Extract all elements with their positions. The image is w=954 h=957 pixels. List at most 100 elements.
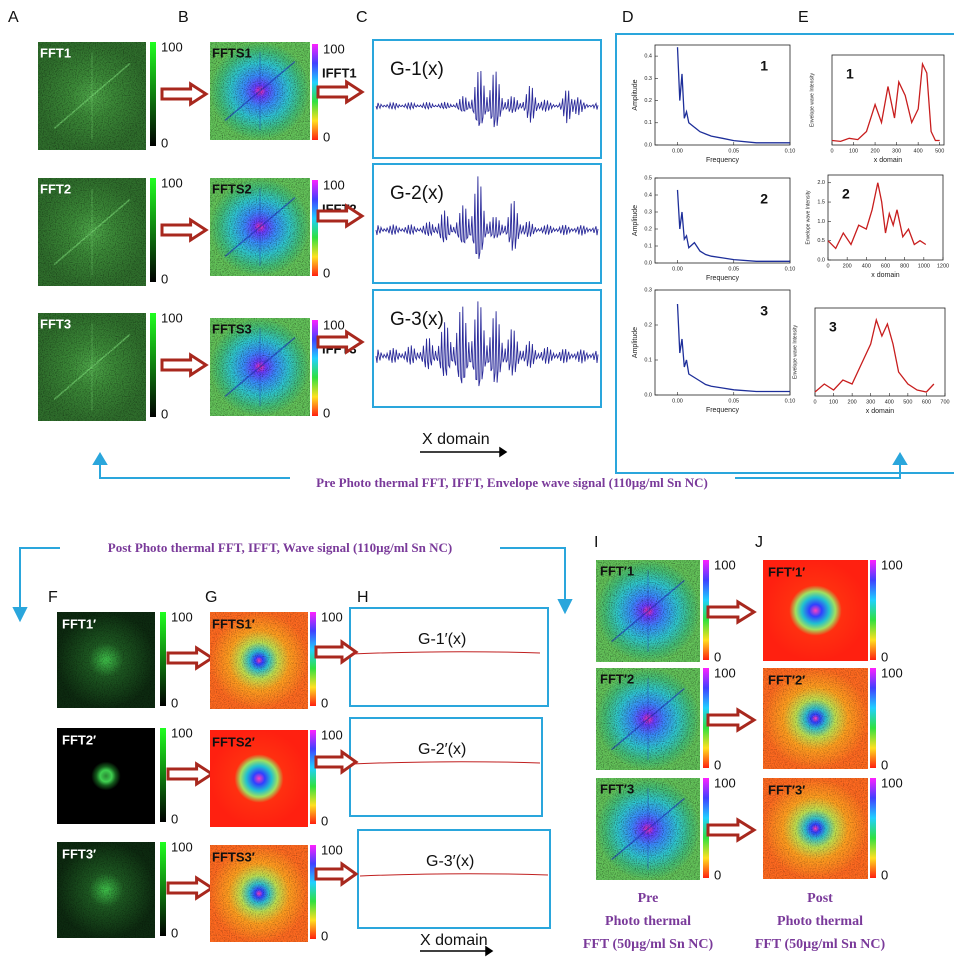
y-tick-label: 0.5 [817,238,825,244]
x-tick-label: 300 [892,148,901,154]
colorbar-max: 100 [881,665,903,680]
result-box [616,34,954,473]
y-tick-label: 0.1 [644,243,652,249]
y-tick-label: 0.3 [644,287,652,293]
plot-frame [655,45,790,145]
y-tick-label: 0.3 [644,209,652,215]
x-tick-label: 0 [830,148,833,154]
colorbar-max: 100 [881,557,903,572]
x-tick-label: 100 [849,148,858,154]
caption: Post [807,891,833,906]
colorbar [870,668,876,768]
arrow [318,82,362,102]
caption: Photo thermal [605,914,691,929]
colorbar-min: 0 [323,405,330,420]
colorbar [150,42,156,146]
image-label: FFTS1 [212,45,252,60]
x-axis-label: Frequency [706,407,740,414]
x-tick-label: 200 [843,263,852,269]
arrow-head [500,448,506,456]
x-tick-label: 0.05 [728,266,739,272]
colorbar [870,778,876,878]
arrow-head [94,454,106,464]
y-tick-label: 0.0 [817,257,825,263]
image-label: FFT3′ [62,846,96,861]
panel-letter: G [205,589,217,606]
image-label: FFT′3 [600,781,634,796]
image-label: FFT′3′ [768,782,805,797]
colorbar-max: 100 [321,727,343,742]
colorbar-min: 0 [321,695,328,710]
wave-trace [360,874,548,876]
x-tick-label: 600 [881,263,890,269]
colorbar [160,842,166,936]
x-tick-label: 0.10 [785,148,796,154]
arrow [168,764,212,784]
colorbar-max: 100 [161,175,183,190]
plot-number: 3 [760,303,768,319]
x-axis-label: Frequency [706,275,740,282]
x-tick-label: 100 [829,399,838,405]
x-tick-label: 300 [866,399,875,405]
colorbar-min: 0 [714,867,721,882]
arrow-head [559,600,571,612]
panel-letter: A [8,9,19,26]
wave-trace [352,762,540,764]
colorbar [870,560,876,660]
colorbar [312,180,318,276]
panel-letter: I [594,534,598,551]
signal-label: G-3(x) [390,309,444,330]
panel-letter: B [178,9,189,26]
arrow [316,864,356,884]
image-label: FFT2 [40,181,71,196]
plot-number: 1 [760,58,768,74]
domain-arrows [420,448,506,955]
y-tick-label: 2.0 [817,180,825,186]
caption: Photo thermal [777,914,863,929]
caption: FFT (50µg/ml Sn NC) [583,937,714,952]
arrow [168,878,212,898]
colorbar [310,612,316,706]
colorbar-min: 0 [881,867,888,882]
caption: Post Photo thermal FFT, IFFT, Wave signa… [108,540,452,555]
colorbar-max: 100 [323,177,345,192]
y-axis-label: Envelope wave Intensity [809,73,815,127]
colorbar-max: 100 [881,775,903,790]
image-label: FFT1′ [62,616,96,631]
x-tick-label: 400 [885,399,894,405]
plot-number: 3 [829,319,837,335]
bracket [735,462,900,478]
x-axis-label: Frequency [706,157,740,164]
arrow [162,355,206,375]
colorbar [160,612,166,706]
x-tick-label: 0.00 [672,398,683,404]
caption: FFT (50µg/ml Sn NC) [755,937,886,952]
colorbar-min: 0 [161,135,168,150]
image-label: FFT′1′ [768,564,805,579]
signal-box [350,608,548,706]
y-tick-label: 0.1 [644,120,652,126]
colorbar [310,845,316,939]
signal-label: G-3′(x) [426,853,474,870]
panel-letter: F [48,589,58,606]
colorbar-max: 100 [171,839,193,854]
colorbar-max: 100 [321,609,343,624]
image-label: FFTS3 [212,321,252,336]
bracket [500,548,565,602]
plot-frame [655,178,790,263]
panel-letter: J [755,534,763,551]
y-tick-label: 0.2 [644,98,652,104]
x-tick-label: 1000 [918,263,930,269]
image-label: FFT′1 [600,563,634,578]
signal-label: G-2′(x) [418,741,466,758]
colorbar-min: 0 [321,813,328,828]
x-tick-label: 600 [922,399,931,405]
ifft-label: IFFT1 [322,65,357,80]
y-tick-label: 0.4 [644,54,652,60]
y-tick-label: 1.5 [817,199,825,205]
plot-frame [655,290,790,395]
x-tick-label: 200 [848,399,857,405]
plot-number: 2 [842,186,850,202]
caption: Pre [638,891,659,906]
x-domain-label: X domain [420,932,488,949]
